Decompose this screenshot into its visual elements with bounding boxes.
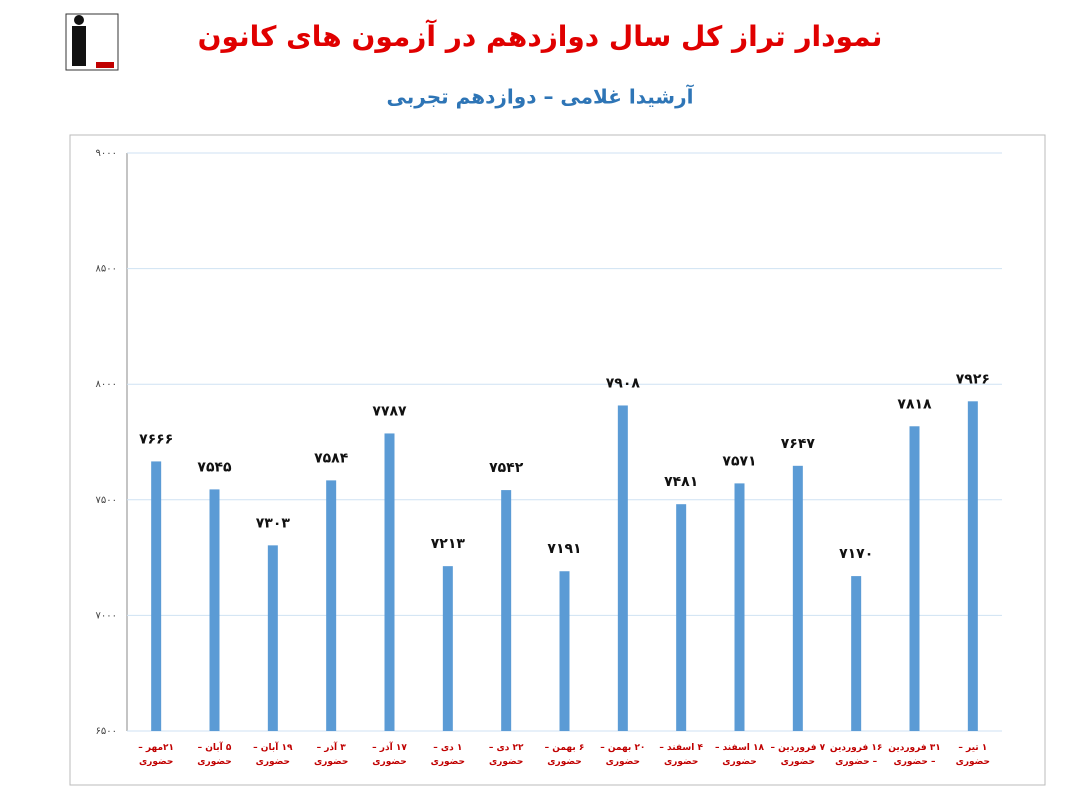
bar [851, 576, 862, 731]
x-tick-label: ۴ اسفند – حضوری [659, 743, 703, 767]
x-tick-label: ۲۱مهر – حضوری [138, 743, 175, 767]
data-label: ۷۵۷۱ [722, 453, 756, 469]
data-label: ۷۶۴۷ [781, 436, 816, 452]
x-tick-label: ۵ آبان – حضوری [197, 743, 232, 767]
chart-title: نمودار تراز کل سال دوازدهم در آزمون های … [198, 19, 883, 53]
data-label: ۷۴۸۱ [664, 474, 698, 490]
logo [65, 13, 119, 71]
data-label: ۷۱۹۱ [547, 541, 581, 557]
bar [559, 571, 570, 731]
bar [967, 401, 978, 731]
data-label: ۷۳۰۳ [256, 515, 291, 531]
chart-subtitle: آرشیدا غلامی – دوازدهم تجربی [387, 84, 695, 109]
x-tick-label: ۲۰ بهمن – حضوری [600, 743, 646, 767]
data-label: ۷۶۶۶ [139, 431, 173, 447]
x-tick-label: ۱ تیر – حضوری [955, 743, 991, 767]
bar [676, 504, 687, 731]
bar [326, 480, 337, 731]
bar [209, 489, 220, 731]
bar [151, 461, 162, 731]
x-tick-label: ۲۲ دی – حضوری [488, 743, 524, 767]
y-tick-label: ۸۰۰۰ [96, 379, 117, 390]
bar [442, 566, 453, 731]
data-label: ۷۹۰۸ [606, 375, 641, 391]
x-tick-label: ۳۱ فروردین – حضوری [888, 743, 941, 767]
data-label: ۷۱۷۰ [839, 546, 873, 562]
data-label: ۷۵۴۵ [197, 459, 232, 475]
x-tick-label: ۶ بهمن – حضوری [544, 743, 585, 767]
bar [734, 483, 745, 731]
bar [267, 545, 278, 731]
x-tick-label: ۱۹ آبان – حضوری [253, 743, 293, 767]
y-tick-label: ۶۵۰۰ [96, 726, 117, 737]
x-tick-label: ۷ فروردین – حضوری [770, 743, 826, 767]
data-label: ۷۹۲۶ [956, 371, 990, 387]
y-tick-label: ۹۰۰۰ [96, 148, 117, 159]
data-label: ۷۷۸۷ [372, 403, 407, 419]
bar [617, 405, 628, 731]
y-tick-label: ۷۰۰۰ [96, 610, 117, 621]
x-tick-label: ۱۸ اسفند – حضوری [714, 743, 765, 767]
data-label: ۷۸۱۸ [897, 396, 932, 412]
data-label: ۷۵۸۴ [314, 450, 349, 466]
data-label: ۷۲۱۳ [431, 536, 466, 552]
bar [792, 465, 803, 731]
y-tick-label: ۷۵۰۰ [96, 495, 117, 506]
bar [909, 426, 920, 731]
x-tick-label: ۱ دی – حضوری [430, 743, 466, 767]
chart-frame [69, 134, 1046, 786]
x-tick-label: ۱۷ آذر – حضوری [372, 743, 407, 767]
x-tick-label: ۱۶ فروردین – حضوری [829, 743, 883, 767]
bar [384, 433, 395, 731]
x-tick-label: ۳ آذر – حضوری [313, 743, 349, 767]
bar [501, 490, 512, 731]
data-label: ۷۵۴۲ [489, 460, 524, 476]
y-tick-label: ۸۵۰۰ [96, 264, 117, 275]
